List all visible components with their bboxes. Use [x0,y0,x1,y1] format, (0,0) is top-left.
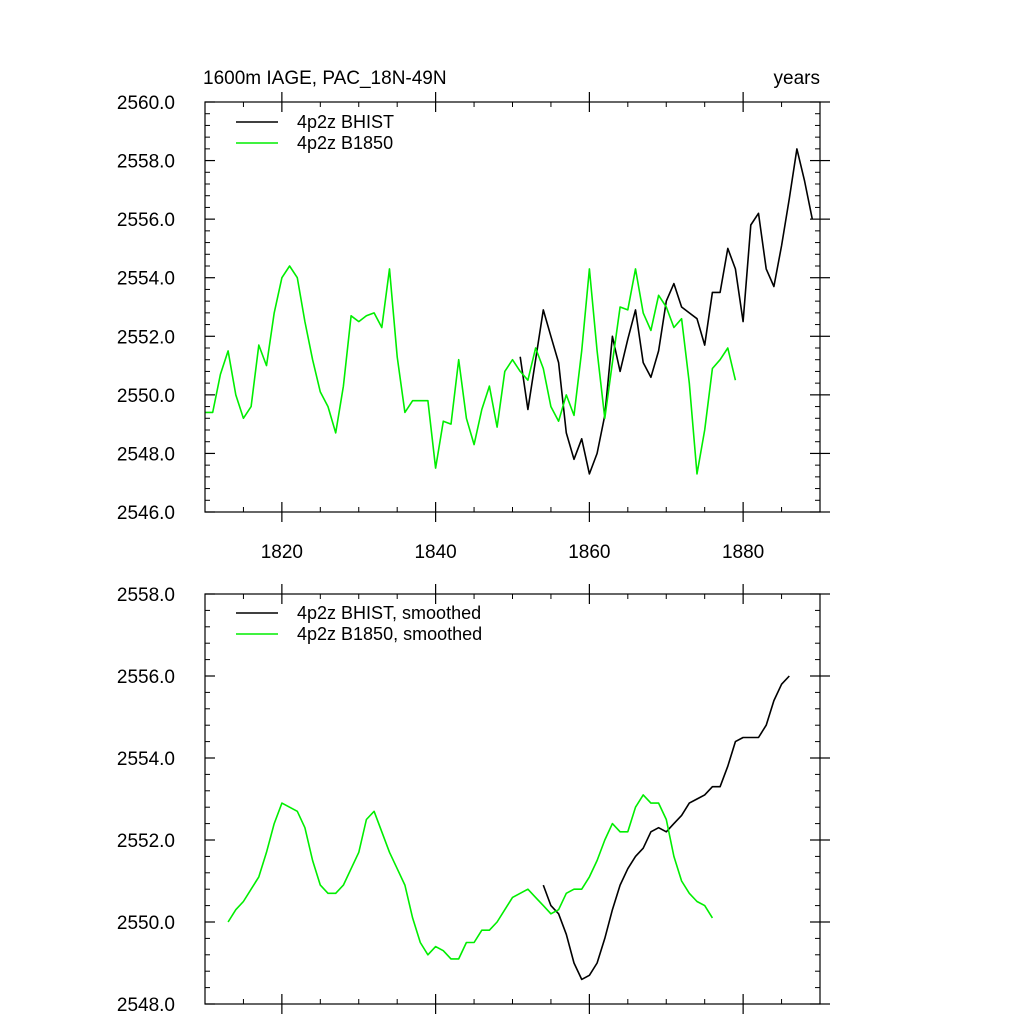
top-y-tick-label: 2546.0 [117,503,175,524]
bottom-y-tick-label: 2550.0 [117,913,175,934]
top-axis-labels: 1820 1840 1860 1880 2546.0 2548.0 2550.0 2552.0… [117,93,764,563]
bottom-series-lines [227,675,790,981]
top-y-tick-label: 2558.0 [117,152,175,173]
top-x-tick-label: 1860 [568,542,610,563]
top-series-line-bhist [519,148,814,475]
top-x-tick-label: 1820 [261,542,303,563]
bottom-legend: 4p2z BHIST, smoothed 4p2z B1850, smoothe… [236,603,482,644]
bottom-axis-ticks [204,584,830,1014]
top-legend: 4p2z BHIST 4p2z B1850 [236,112,394,153]
top-series-lines [205,148,814,475]
bottom-series-line-bhist [542,675,790,981]
top-y-tick-label: 2554.0 [117,269,175,290]
bottom-y-tick-label: 2556.0 [117,667,175,688]
top-plot-frame [204,101,821,513]
top-title-left: 1600m IAGE, PAC_18N-49N [203,68,447,89]
bottom-series-line-b1850 [227,794,714,960]
top-y-tick-label: 2556.0 [117,210,175,231]
bottom-y-tick-label: 2548.0 [117,995,175,1016]
top-y-tick-label: 2552.0 [117,327,175,348]
bottom-plot-frame [204,593,821,1005]
top-series-line-b1850 [205,265,737,475]
bottom-legend-label-b1850: 4p2z B1850, smoothed [297,624,482,644]
top-x-tick-label: 1840 [414,542,456,563]
top-y-tick-label: 2560.0 [117,93,175,114]
top-title-right: years [774,68,820,89]
top-axis-ticks [204,92,830,522]
bottom-y-tick-label: 2554.0 [117,749,175,770]
bottom-y-tick-label: 2552.0 [117,831,175,852]
top-x-tick-label: 1880 [722,542,764,563]
top-y-tick-label: 2550.0 [117,386,175,407]
top-legend-label-bhist: 4p2z BHIST [297,112,394,132]
bottom-panel: 2548.0 2550.0 2552.0 2554.0 2556.0 2558.0 4p2… [117,584,830,1016]
bottom-y-tick-label: 2558.0 [117,585,175,606]
top-panel: 1600m IAGE, PAC_18N-49N years 1820 1840 18… [117,68,830,563]
top-legend-label-b1850: 4p2z B1850 [297,133,393,153]
top-y-tick-label: 2548.0 [117,444,175,465]
bottom-legend-label-bhist: 4p2z BHIST, smoothed [297,603,481,623]
bottom-axis-labels: 2548.0 2550.0 2552.0 2554.0 2556.0 2558.0 [117,585,175,1016]
